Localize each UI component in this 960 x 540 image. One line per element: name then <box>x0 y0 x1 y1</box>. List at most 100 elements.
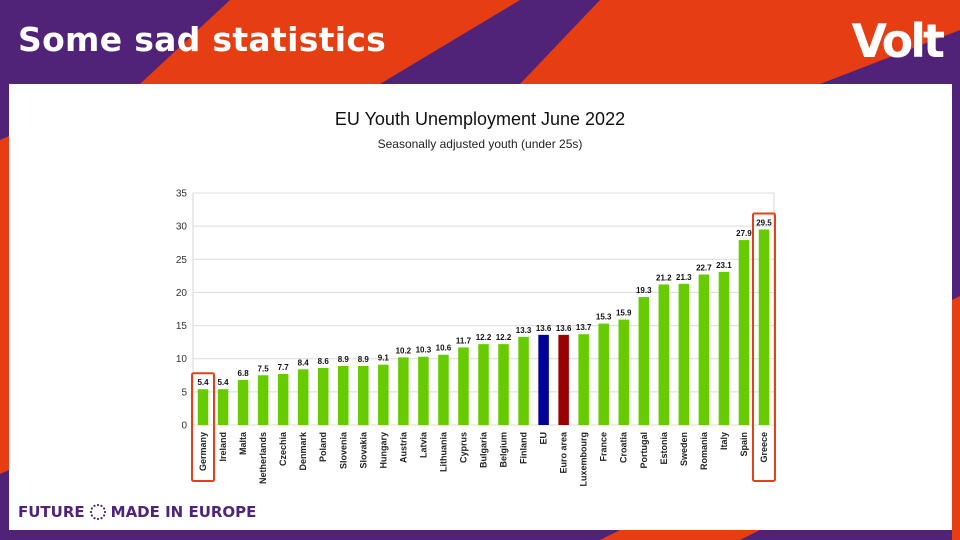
footer-future: FUTURE <box>18 503 85 521</box>
bar-greece <box>758 229 770 425</box>
bar-latvia <box>418 356 429 425</box>
chart-title: EU Youth Unemployment June 2022 <box>335 109 625 129</box>
x-tick-label: EU <box>539 432 549 445</box>
x-tick-label: Hungary <box>378 432 388 469</box>
x-tick-label: Netherlands <box>258 432 268 484</box>
x-tick-label: Ireland <box>218 432 228 462</box>
bar-czechia <box>277 373 289 425</box>
footer-tagline: FUTURE MADE IN EUROPE <box>18 503 256 521</box>
x-tick-label: Belgium <box>499 432 509 468</box>
bar-romania <box>698 274 710 425</box>
volt-logo: Volt <box>851 14 945 68</box>
x-tick-label: Germany <box>198 432 208 471</box>
bar-belgium <box>498 344 509 425</box>
bar-netherlands <box>257 375 269 425</box>
bar-germany <box>197 389 209 425</box>
x-tick-label: Finland <box>519 432 529 464</box>
bar-luxembourg <box>578 334 589 425</box>
slide-title: Some sad statistics <box>18 20 387 59</box>
x-tick-label: Portugal <box>639 432 649 469</box>
data-label: 29.5 <box>756 218 772 227</box>
stars-ring-icon <box>89 503 106 521</box>
bar-bulgaria <box>478 344 489 425</box>
footer-made-in-europe: MADE IN EUROPE <box>110 503 257 521</box>
data-label: 8.9 <box>358 355 370 364</box>
bar-lithuania <box>438 354 449 425</box>
bar-euro-area <box>558 334 569 425</box>
x-tick-label: Euro area <box>559 431 569 474</box>
x-tick-label: Estonia <box>659 431 669 465</box>
bar-portugal <box>638 297 650 425</box>
data-label: 13.6 <box>536 324 552 333</box>
data-label: 19.3 <box>636 286 652 295</box>
x-tick-label: Czechia <box>278 431 288 466</box>
x-tick-label: Malta <box>238 431 248 455</box>
y-tick-label: 20 <box>176 288 188 299</box>
y-tick-label: 15 <box>176 321 188 332</box>
x-tick-label: Romania <box>699 431 709 470</box>
x-tick-label: Italy <box>719 432 729 450</box>
y-tick-label: 10 <box>176 354 188 365</box>
data-label: 21.2 <box>656 273 672 282</box>
highlight-box-germany <box>191 372 216 483</box>
bar-slovenia <box>338 366 349 425</box>
data-label: 10.2 <box>396 346 412 355</box>
x-tick-label: Greece <box>759 432 769 463</box>
bar-france <box>598 323 609 425</box>
data-label: 23.1 <box>716 261 732 270</box>
x-tick-label: Denmark <box>298 431 308 471</box>
data-label: 7.7 <box>278 363 290 372</box>
x-tick-label: Latvia <box>418 431 428 458</box>
x-tick-label: Lithuania <box>438 431 448 472</box>
data-label: 13.7 <box>576 323 592 332</box>
bar-ireland <box>217 389 229 425</box>
data-label: 11.7 <box>456 336 472 345</box>
data-label: 15.9 <box>616 309 632 318</box>
x-tick-label: Luxembourg <box>579 432 589 487</box>
y-tick-label: 25 <box>176 255 188 266</box>
x-tick-label: Croatia <box>619 431 629 463</box>
bar-denmark <box>297 369 309 425</box>
data-label: 21.3 <box>676 273 692 282</box>
x-tick-label: Sweden <box>679 432 689 466</box>
bar-estonia <box>658 284 670 425</box>
y-tick-label: 30 <box>176 222 188 233</box>
data-label: 9.1 <box>378 354 390 363</box>
x-tick-label: Spain <box>739 432 749 457</box>
chart-subtitle: Seasonally adjusted youth (under 25s) <box>378 137 583 151</box>
x-tick-label: France <box>599 432 609 462</box>
bar-finland <box>518 336 529 425</box>
bar-italy <box>718 271 730 425</box>
data-label: 6.8 <box>238 369 250 378</box>
y-tick-label: 0 <box>181 421 187 432</box>
highlight-box-greece <box>751 212 776 482</box>
bar-austria <box>398 357 409 425</box>
y-tick-label: 35 <box>176 189 188 200</box>
data-label: 8.6 <box>318 357 330 366</box>
data-label: 5.4 <box>197 378 209 387</box>
data-label: 13.6 <box>556 324 572 333</box>
x-tick-label: Slovenia <box>338 431 348 469</box>
y-tick-label: 5 <box>181 387 187 398</box>
data-label: 7.5 <box>258 364 270 373</box>
data-label: 10.3 <box>416 346 432 355</box>
data-label: 5.4 <box>217 378 229 387</box>
data-label: 12.2 <box>496 333 512 342</box>
x-tick-label: Austria <box>398 431 408 463</box>
bar-croatia <box>618 319 629 425</box>
bar-poland <box>317 367 329 425</box>
bar-malta <box>237 379 249 425</box>
x-tick-label: Slovakia <box>358 431 368 469</box>
bar-sweden <box>678 283 690 425</box>
x-tick-label: Poland <box>318 432 328 462</box>
bar-cyprus <box>458 347 469 425</box>
data-label: 10.6 <box>436 344 452 353</box>
data-label: 8.9 <box>338 355 350 364</box>
bar-hungary <box>378 364 389 425</box>
bar-spain <box>738 240 750 425</box>
bar-slovakia <box>358 366 369 425</box>
data-label: 22.7 <box>696 264 712 273</box>
x-tick-label: Cyprus <box>458 432 468 463</box>
chart-panel: EU Youth Unemployment June 2022 Seasonal… <box>9 84 952 530</box>
data-label: 27.9 <box>736 229 752 238</box>
